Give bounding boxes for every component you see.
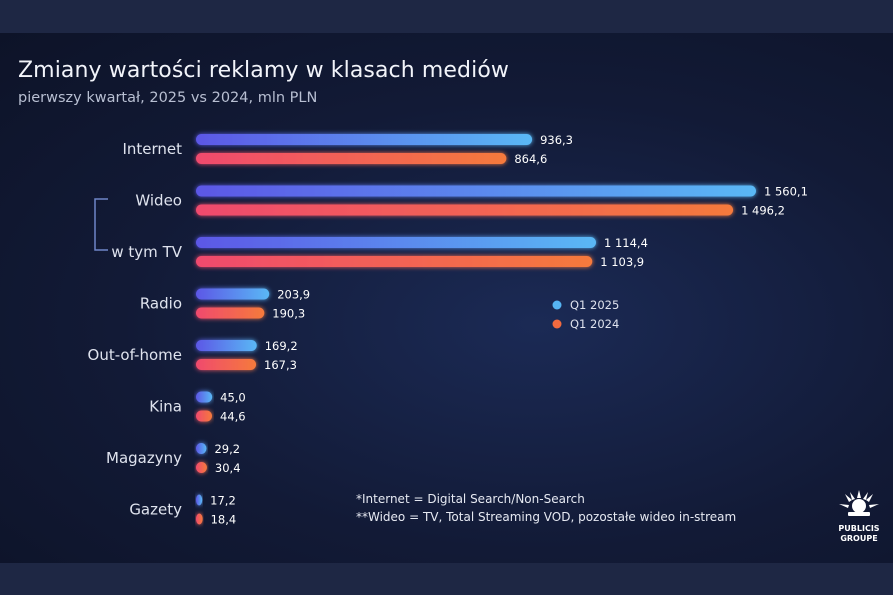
value-label-magazyny-q1-2024: 30,4	[215, 461, 241, 475]
value-label-wideo-q1-2024: 1 496,2	[741, 204, 785, 218]
value-label-out-of-home-q1-2025: 169,2	[265, 339, 298, 353]
value-label-w-tym-tv-q1-2025: 1 114,4	[604, 236, 648, 250]
value-label-internet-q1-2025: 936,3	[540, 133, 573, 147]
value-label-radio-q1-2024: 190,3	[272, 307, 305, 321]
bar-w-tym-tv-q1-2024	[196, 256, 593, 267]
bar-w-tym-tv-q1-2025	[196, 237, 597, 248]
logo-text-publicis: PUBLICIS	[838, 524, 880, 533]
bar-kina-q1-2025	[196, 391, 213, 403]
value-label-gazety-q1-2024: 18,4	[211, 513, 237, 527]
bar-out-of-home-q1-2025	[196, 340, 257, 351]
chart-title: Zmiany wartości reklamy w klasach mediów	[18, 58, 509, 83]
value-label-gazety-q1-2025: 17,2	[210, 494, 236, 508]
bar-out-of-home-q1-2024	[196, 359, 257, 370]
bar-gazety-q1-2024	[196, 513, 203, 525]
value-label-kina-q1-2025: 45,0	[220, 391, 246, 405]
bar-wideo-q1-2024	[196, 204, 734, 216]
bottom-frame	[0, 563, 893, 595]
lion-emblem-icon	[839, 490, 879, 516]
bar-gazety-q1-2025	[196, 494, 203, 506]
footnote-internet: *Internet = Digital Search/Non-Search	[356, 492, 585, 506]
legend-marker-q1-2024	[552, 319, 562, 329]
category-label-wideo: Wideo	[135, 192, 182, 210]
legend-label-q1-2025: Q1 2025	[570, 298, 619, 312]
category-label-gazety: Gazety	[129, 501, 182, 519]
value-label-internet-q1-2024: 864,6	[514, 152, 547, 166]
bar-wideo-q1-2025	[196, 185, 756, 197]
bar-internet-q1-2024	[196, 153, 507, 164]
value-label-w-tym-tv-q1-2024: 1 103,9	[600, 255, 644, 269]
bar-radio-q1-2024	[196, 307, 265, 319]
category-label-w-tym-tv: w tym TV	[111, 243, 182, 261]
bar-chart: Internet 936,3 864,6 Wideo 1 560,1 1 496,2 w t…	[88, 133, 808, 527]
footnote-wideo: **Wideo = TV, Total Streaming VOD, pozos…	[356, 510, 737, 524]
category-label-radio: Radio	[140, 295, 182, 313]
publicis-groupe-logo: PUBLICIS GROUPE	[830, 488, 888, 548]
bar-radio-q1-2025	[196, 288, 270, 300]
value-label-wideo-q1-2025: 1 560,1	[764, 185, 808, 199]
value-label-radio-q1-2025: 203,9	[277, 288, 310, 302]
category-label-magazyny: Magazyny	[106, 449, 182, 467]
top-frame	[0, 0, 893, 33]
bar-kina-q1-2024	[196, 410, 213, 422]
bar-internet-q1-2025	[196, 134, 533, 145]
category-label-internet: Internet	[122, 140, 182, 158]
value-label-kina-q1-2024: 44,6	[220, 410, 246, 424]
legend-label-q1-2024: Q1 2024	[570, 317, 619, 331]
logo-text-groupe: GROUPE	[840, 534, 878, 543]
chart-card: Zmiany wartości reklamy w klasach mediów…	[0, 33, 893, 563]
value-label-magazyny-q1-2025: 29,2	[214, 442, 240, 456]
category-label-kina: Kina	[149, 398, 182, 416]
bar-magazyny-q1-2024	[196, 462, 207, 473]
legend-marker-q1-2025	[552, 300, 562, 310]
category-label-out-of-home: Out-of-home	[88, 346, 182, 364]
wideo-bracket	[94, 198, 108, 251]
value-label-out-of-home-q1-2024: 167,3	[264, 358, 297, 372]
bar-magazyny-q1-2025	[196, 443, 207, 454]
chart-subtitle: pierwszy kwartał, 2025 vs 2024, mln PLN	[18, 90, 318, 106]
legend: Q1 2025 Q1 2024	[552, 298, 619, 331]
